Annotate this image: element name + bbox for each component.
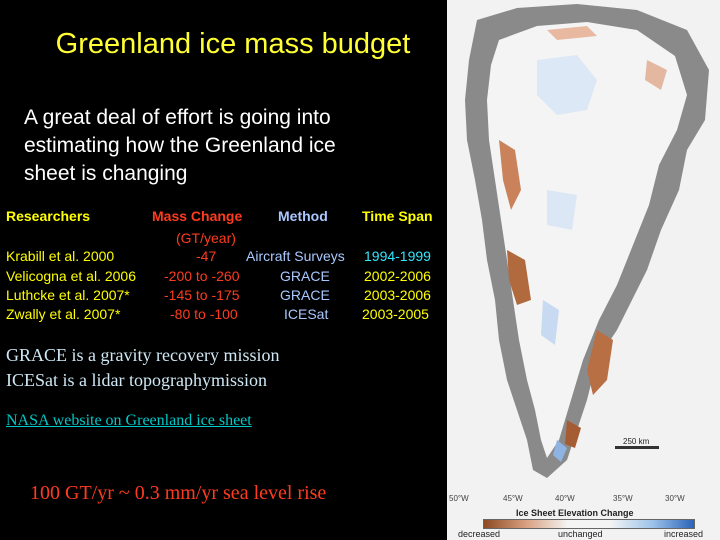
legend-color-bar <box>483 519 695 529</box>
icesat-note: ICESat is a lidar topographymission <box>6 370 267 390</box>
nasa-website-link[interactable]: NASA website on Greenland ice sheet <box>6 412 252 429</box>
header-mass-unit: (GT/year) <box>176 230 236 246</box>
cell-mass: -80 to -100 <box>170 306 238 322</box>
cell-method: Aircraft Surveys <box>246 248 345 264</box>
intro-line: sheet is changing <box>24 162 188 185</box>
cell-researchers: Zwally et al. 2007* <box>6 306 121 322</box>
longitude-label: 30°W <box>665 494 685 503</box>
intro-line: estimating how the Greenland ice <box>24 134 336 157</box>
cell-span: 1994-1999 <box>364 248 431 264</box>
sea-level-note: 100 GT/yr ~ 0.3 mm/yr sea level rise <box>30 482 327 504</box>
header-time-span: Time Span <box>362 208 433 224</box>
cell-mass: -145 to -175 <box>164 287 240 303</box>
cell-span: 2002-2006 <box>364 268 431 284</box>
legend-label-decreased: decreased <box>458 529 501 539</box>
intro-text: A great deal of effort is going into est… <box>24 104 444 188</box>
legend-label-unchanged: unchanged <box>558 529 603 539</box>
longitude-label: 50°W <box>449 494 469 503</box>
cell-method: ICESat <box>284 306 329 322</box>
header-mass-change: Mass Change <box>152 208 243 224</box>
cell-mass: -47 <box>196 248 217 264</box>
header-researchers: Researchers <box>6 208 91 224</box>
intro-line: A great deal of effort is going into <box>24 106 331 129</box>
longitude-label: 45°W <box>503 494 523 503</box>
cell-researchers: Krabill et al. 2000 <box>6 248 115 264</box>
slide-title: Greenland ice mass budget <box>55 28 411 60</box>
greenland-map: 250 km 50°W 45°W 40°W 35°W 30°W <box>447 0 720 540</box>
scale-label: 250 km <box>623 437 650 446</box>
longitude-label: 35°W <box>613 494 633 503</box>
cell-span: 2003-2005 <box>362 306 429 322</box>
cell-method: GRACE <box>280 287 330 303</box>
cell-span: 2003-2006 <box>364 287 431 303</box>
greenland-map-graphic <box>447 0 720 540</box>
grace-note: GRACE is a gravity recovery mission <box>6 345 280 365</box>
legend-label-increased: increased <box>664 529 704 539</box>
longitude-label: 40°W <box>555 494 575 503</box>
cell-mass: -200 to -260 <box>164 268 240 284</box>
cell-researchers: Luthcke et al. 2007* <box>6 287 130 303</box>
cell-researchers: Velicogna et al. 2006 <box>6 268 136 284</box>
legend-title: Ice Sheet Elevation Change <box>516 508 634 518</box>
cell-method: GRACE <box>280 268 330 284</box>
header-method: Method <box>278 208 328 224</box>
